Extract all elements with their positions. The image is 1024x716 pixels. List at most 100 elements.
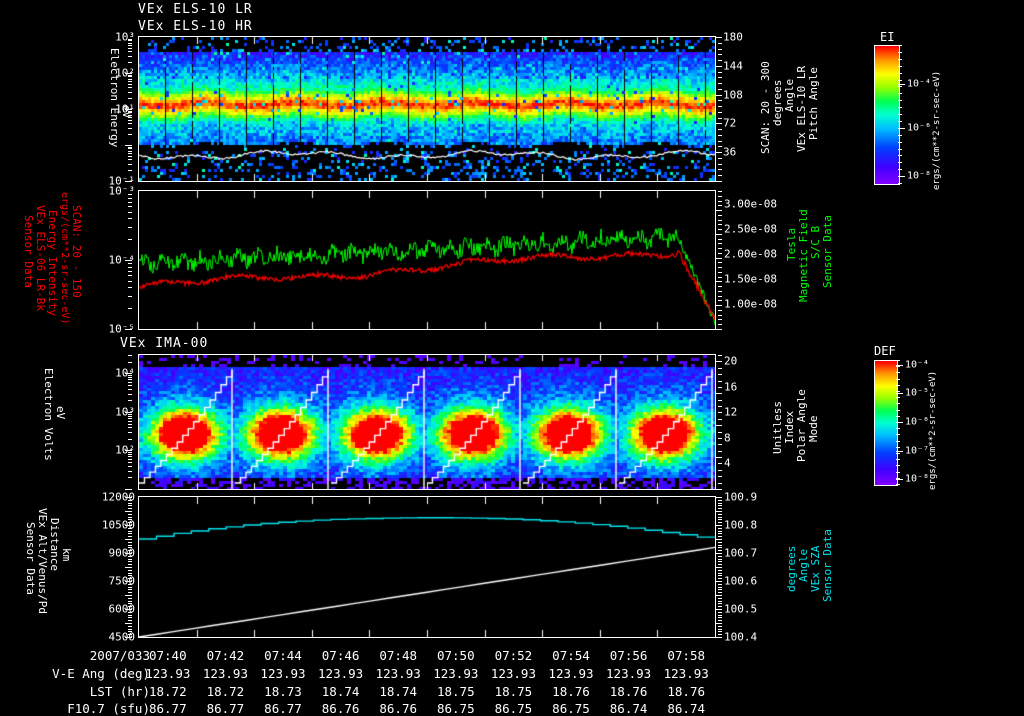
panel4-right-axis-label-4: degrees [785,545,798,592]
bottom-table-cell: 86.75 [436,701,475,716]
panel3-right-tick: 4 [724,456,731,470]
bottom-table-cell: 123.93 [260,666,306,681]
panel1-right-axis-label-1: Pitch Angle [807,67,820,140]
panel1-right-tick: 180 [723,30,743,44]
bottom-table-cell: 123.93 [606,666,652,681]
panel4-right-tick: 100.9 [724,490,758,504]
bottom-table-cell: 07:54 [552,648,590,663]
bottom-table-cell: 07:58 [667,648,706,663]
def-colorbar [874,360,898,486]
panel3-left-tick: 10³ [115,405,135,419]
bottom-table-row-label-1: V-E Ang (deg) [52,666,150,681]
panel2-left-axis-label-2: VEx ELS-06 LR-Bk [34,205,47,311]
bottom-table-cell: 07:56 [609,648,648,663]
panel2-right-tick: 2.50e-08 [724,222,777,236]
bottom-table-cell: 07:44 [264,648,302,663]
panel3-right-axis-label-3: Index [783,410,796,444]
panel-energy-intensity-magfield [138,190,716,330]
panel4-right-tick: 100.6 [724,574,758,588]
panel3-right-axis-label-4: Unitless [771,401,784,454]
bottom-table-cell: 86.76 [379,701,418,716]
panel1-right-tick: 144 [723,59,743,73]
def-colorbar-tick: 10⁻⁴ [905,359,930,371]
bottom-table-cell: 18.75 [494,684,533,699]
bottom-table-cell: 07:42 [206,648,245,663]
panel4-left-tick: 12000 [101,490,135,504]
panel1-right-tick: 108 [723,88,743,102]
bottom-table-cell: 123.93 [548,666,594,681]
panel2-left-axis-label-4: ergs/(cm**2-sr-sec-eV) [59,192,70,325]
def-colorbar-tick: 10⁻⁷ [905,445,930,457]
panel4-left-axis-label-1: Sensor Data [24,522,37,595]
panel2-left-axis-label-1: Sensor Data [22,215,35,288]
panel3-left-tick: 10⁴ [115,366,135,380]
bottom-table-cell: 86.75 [552,701,590,716]
panel3-left-axis-label-2: eV [54,406,67,420]
panel3-right-axis-label-2: Polar Angle [795,389,808,462]
bottom-table-cell: 123.93 [318,666,364,681]
panel2-right-axis-label-3: Magnetic Field [797,209,810,302]
bottom-table-row-label-2: LST (hr) [89,684,150,699]
panel3-right-tick: 16 [724,380,738,394]
bottom-table-cell: 86.74 [667,701,706,716]
panel2-right-axis-label-1: Sensor Data [821,215,834,288]
panel4-right-tick: 100.4 [724,630,758,644]
bottom-table-cell: 123.93 [663,666,709,681]
panel4-left-axis-label-4: km [60,548,73,562]
bottom-table-cell: 123.93 [145,666,191,681]
panel1-right-axis-label-2: VEx ELS-10 LR [795,65,808,152]
panel4-right-tick: 100.7 [724,546,758,560]
bottom-table-cell: 86.77 [206,701,245,716]
panel4-left-tick: 10500 [101,518,135,532]
panel2-right-tick: 1.50e-08 [724,272,777,286]
panel4-left-axis-label-2: VEx Alt/Venus/Pd [36,508,49,614]
bottom-table-cell: 07:46 [321,648,360,663]
panel2-right-tick: 2.00e-08 [724,247,777,261]
panel4-right-tick: 100.8 [724,518,758,532]
panel2-left-tick: 10⁻⁵ [108,322,136,336]
bottom-table-row-label-0: 2007/033 [89,648,150,663]
bottom-table-cell: 07:50 [436,648,475,663]
el-colorbar-tick: 10⁻⁴ [907,78,932,90]
panel3-left-axis-label-1: Electron Volts [42,368,55,461]
panel4-right-axis-label-2: VEx SZA [809,545,822,592]
bottom-table-cell: 18.76 [667,684,706,699]
el-colorbar-title: EI [880,30,895,44]
panel4-right-axis-label-3: Angle [797,548,810,582]
panel1-title-1: VEx ELS-10 LR [138,2,253,17]
bottom-table-cell: 86.76 [321,701,360,716]
panel2-left-tick: 10⁻³ [108,184,136,198]
el-colorbar-units: ergs/(cm**2-sr-sec-eV) [932,70,942,190]
bottom-table-cell: 123.93 [202,666,248,681]
bottom-table-cell: 07:52 [494,648,533,663]
def-colorbar-tick: 10⁻⁵ [905,387,930,399]
panel3-right-tick: 8 [724,431,731,445]
panel2-right-tick: 3.00e-08 [724,197,777,211]
panel1-right-tick: 72 [723,116,737,130]
panel1-right-tick: 36 [723,145,737,159]
bottom-table-cell: 18.74 [379,684,418,699]
el-colorbar-tick: 10⁻⁸ [907,170,932,182]
def-colorbar-units: ergs/(cm**2-sr-sec-eV) [928,370,938,490]
panel1-right-axis-label-4: degrees [771,79,784,126]
panel2-right-axis-label-4: Tesla [785,227,798,261]
bottom-table-cell: 18.72 [148,684,187,699]
bottom-table-cell: 07:48 [379,648,418,663]
panel4-right-tick: 100.5 [724,602,758,616]
panel1-left-tick: 10³ [115,30,135,44]
panel3-right-axis-label-1: Mode [807,415,820,443]
el-colorbar [874,45,900,185]
panel1-right-axis-label-3: Angle [783,78,796,112]
el-colorbar-tick: 10⁻⁶ [907,122,932,134]
bottom-table-cell: 123.93 [433,666,479,681]
panel1-left-tick: 10⁻¹ [108,174,136,188]
bottom-table-cell: 123.93 [490,666,536,681]
bottom-table-cell: 18.74 [321,684,360,699]
panel-els-spectrogram [138,36,716,182]
bottom-table-cell: 18.76 [552,684,590,699]
bottom-table-row-label-3: F10.7 (sfu) [67,701,150,716]
bottom-table-cell: 86.74 [609,701,648,716]
panel3-left-tick: 10² [115,443,135,457]
panel4-left-tick: 4500 [108,630,136,644]
bottom-table-cell: 18.73 [264,684,302,699]
